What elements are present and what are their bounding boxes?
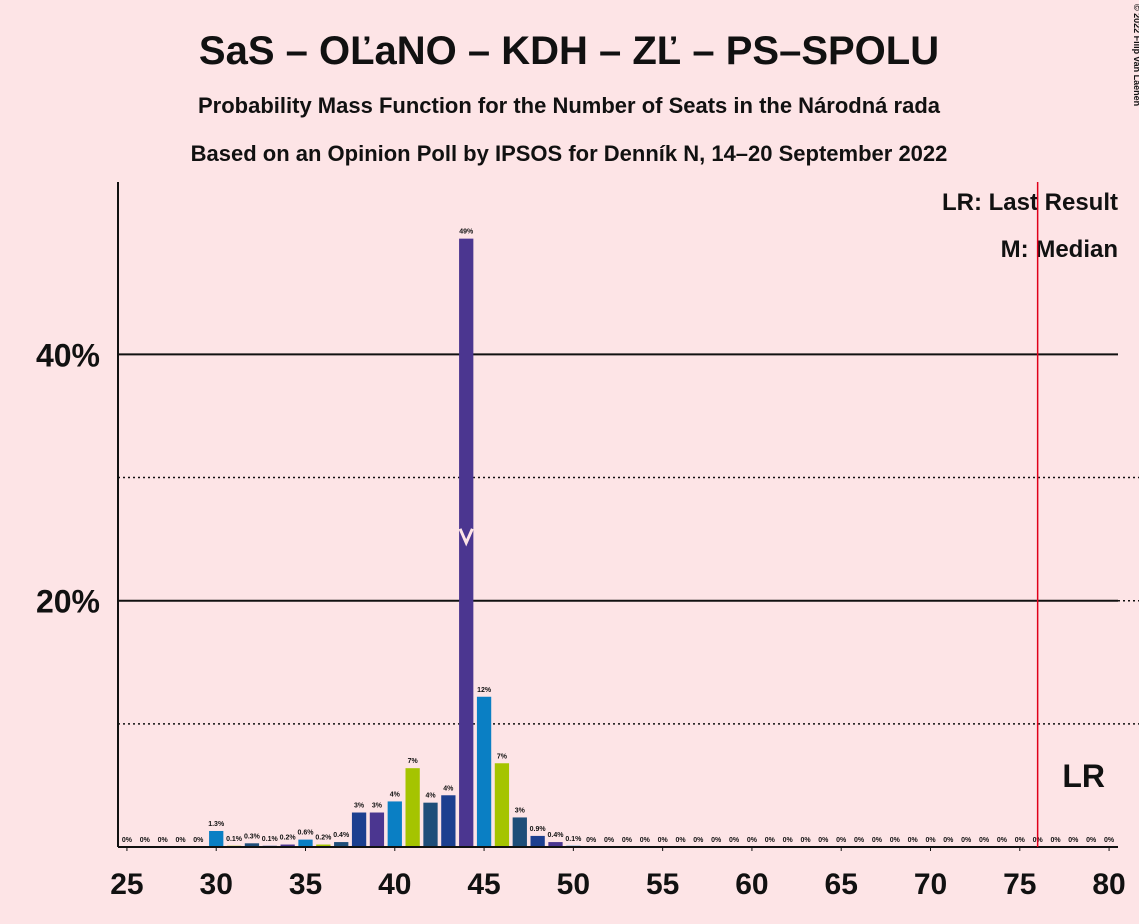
value-label: 0% — [1050, 837, 1061, 844]
value-label: 0% — [997, 837, 1008, 844]
value-label: 0% — [675, 837, 686, 844]
legend-median: M: Median — [1001, 236, 1118, 263]
value-label: 0% — [836, 837, 847, 844]
x-tick-label: 55 — [646, 868, 679, 901]
value-label: 0% — [729, 837, 740, 844]
value-label: 0% — [711, 837, 722, 844]
value-label: 7% — [408, 758, 419, 765]
value-label: 0% — [693, 837, 704, 844]
value-label: 0% — [747, 837, 758, 844]
value-label: 0.1% — [565, 836, 582, 843]
x-tick-label: 45 — [467, 868, 500, 901]
bar — [369, 812, 385, 847]
bar — [316, 844, 331, 847]
value-label: 0% — [1068, 837, 1079, 844]
x-tick-label: 50 — [557, 868, 590, 901]
chart-title: SaS – OĽaNO – KDH – ZĽ – PS–SPOLU — [199, 29, 939, 73]
value-label: 0.6% — [298, 830, 315, 837]
value-label: 0.3% — [244, 833, 261, 840]
value-label: 0% — [818, 837, 829, 844]
value-label: 12% — [477, 687, 492, 694]
x-tick-label: 80 — [1092, 868, 1125, 901]
value-label: 0% — [586, 837, 597, 844]
value-label: 0% — [800, 837, 811, 844]
bar — [494, 763, 510, 847]
bar — [476, 696, 492, 847]
x-tick-label: 65 — [825, 868, 858, 901]
value-label: 0.2% — [280, 835, 297, 842]
value-label: 0% — [622, 837, 633, 844]
value-label: 0% — [854, 837, 865, 844]
value-label: 0% — [872, 837, 883, 844]
value-label: 0% — [908, 837, 919, 844]
value-label: 3% — [372, 803, 383, 810]
x-tick-label: 60 — [735, 868, 768, 901]
last-result-label: LR — [1062, 758, 1105, 794]
value-label: 0.9% — [530, 826, 547, 833]
value-label: 0% — [1015, 837, 1026, 844]
x-tick-label: 35 — [289, 868, 322, 901]
value-label: 0% — [158, 837, 169, 844]
value-label: 0% — [890, 837, 901, 844]
bar — [280, 844, 295, 847]
bar — [423, 802, 438, 847]
value-label: 0% — [783, 837, 794, 844]
bar — [405, 768, 420, 847]
bar — [441, 795, 456, 847]
y-tick-label: 40% — [36, 337, 100, 373]
value-label: 0% — [193, 837, 204, 844]
value-label: 0% — [979, 837, 990, 844]
bar — [530, 835, 545, 847]
value-label: 7% — [497, 753, 508, 760]
bar — [387, 801, 402, 847]
bar — [548, 842, 563, 847]
value-label: 0% — [640, 837, 651, 844]
bar — [209, 830, 224, 847]
x-tick-label: 70 — [914, 868, 947, 901]
value-label: 0.1% — [262, 836, 279, 843]
bar — [351, 812, 367, 847]
value-label: 0% — [658, 837, 669, 844]
value-label: 4% — [425, 793, 436, 800]
median-marker — [458, 528, 474, 547]
value-label: 1.3% — [208, 821, 225, 828]
bar — [334, 842, 349, 847]
bar — [512, 817, 527, 847]
value-label: 0.4% — [333, 832, 350, 839]
value-label: 0% — [175, 837, 186, 844]
value-label: 0% — [140, 837, 151, 844]
value-label: 0.4% — [548, 832, 565, 839]
value-label: 0% — [925, 837, 936, 844]
value-label: 0% — [1104, 837, 1115, 844]
y-tick-label: 20% — [36, 584, 100, 620]
x-tick-label: 75 — [1003, 868, 1036, 901]
bar — [244, 843, 260, 847]
value-label: 0% — [1086, 837, 1097, 844]
bar — [298, 839, 313, 847]
value-label: 0% — [943, 837, 954, 844]
legend-lr: LR: Last Result — [942, 189, 1118, 216]
value-label: 0.1% — [226, 836, 243, 843]
value-label: 0% — [122, 837, 133, 844]
value-label: 0% — [604, 837, 615, 844]
x-tick-label: 40 — [378, 868, 411, 901]
value-label: 49% — [459, 229, 474, 236]
value-label: 0.2% — [315, 835, 332, 842]
value-label: 3% — [515, 807, 526, 814]
subtitle: Based on an Opinion Poll by IPSOS for De… — [191, 141, 948, 166]
value-label: 3% — [354, 803, 365, 810]
copyright: © 2022 Filip van Laenen — [1132, 4, 1139, 106]
value-label: 0% — [961, 837, 972, 844]
subtitle: Probability Mass Function for the Number… — [198, 93, 941, 118]
value-label: 4% — [443, 785, 454, 792]
x-tick-label: 30 — [200, 868, 233, 901]
value-label: 0% — [765, 837, 776, 844]
x-tick-label: 25 — [110, 868, 143, 901]
value-label: 4% — [390, 791, 401, 798]
